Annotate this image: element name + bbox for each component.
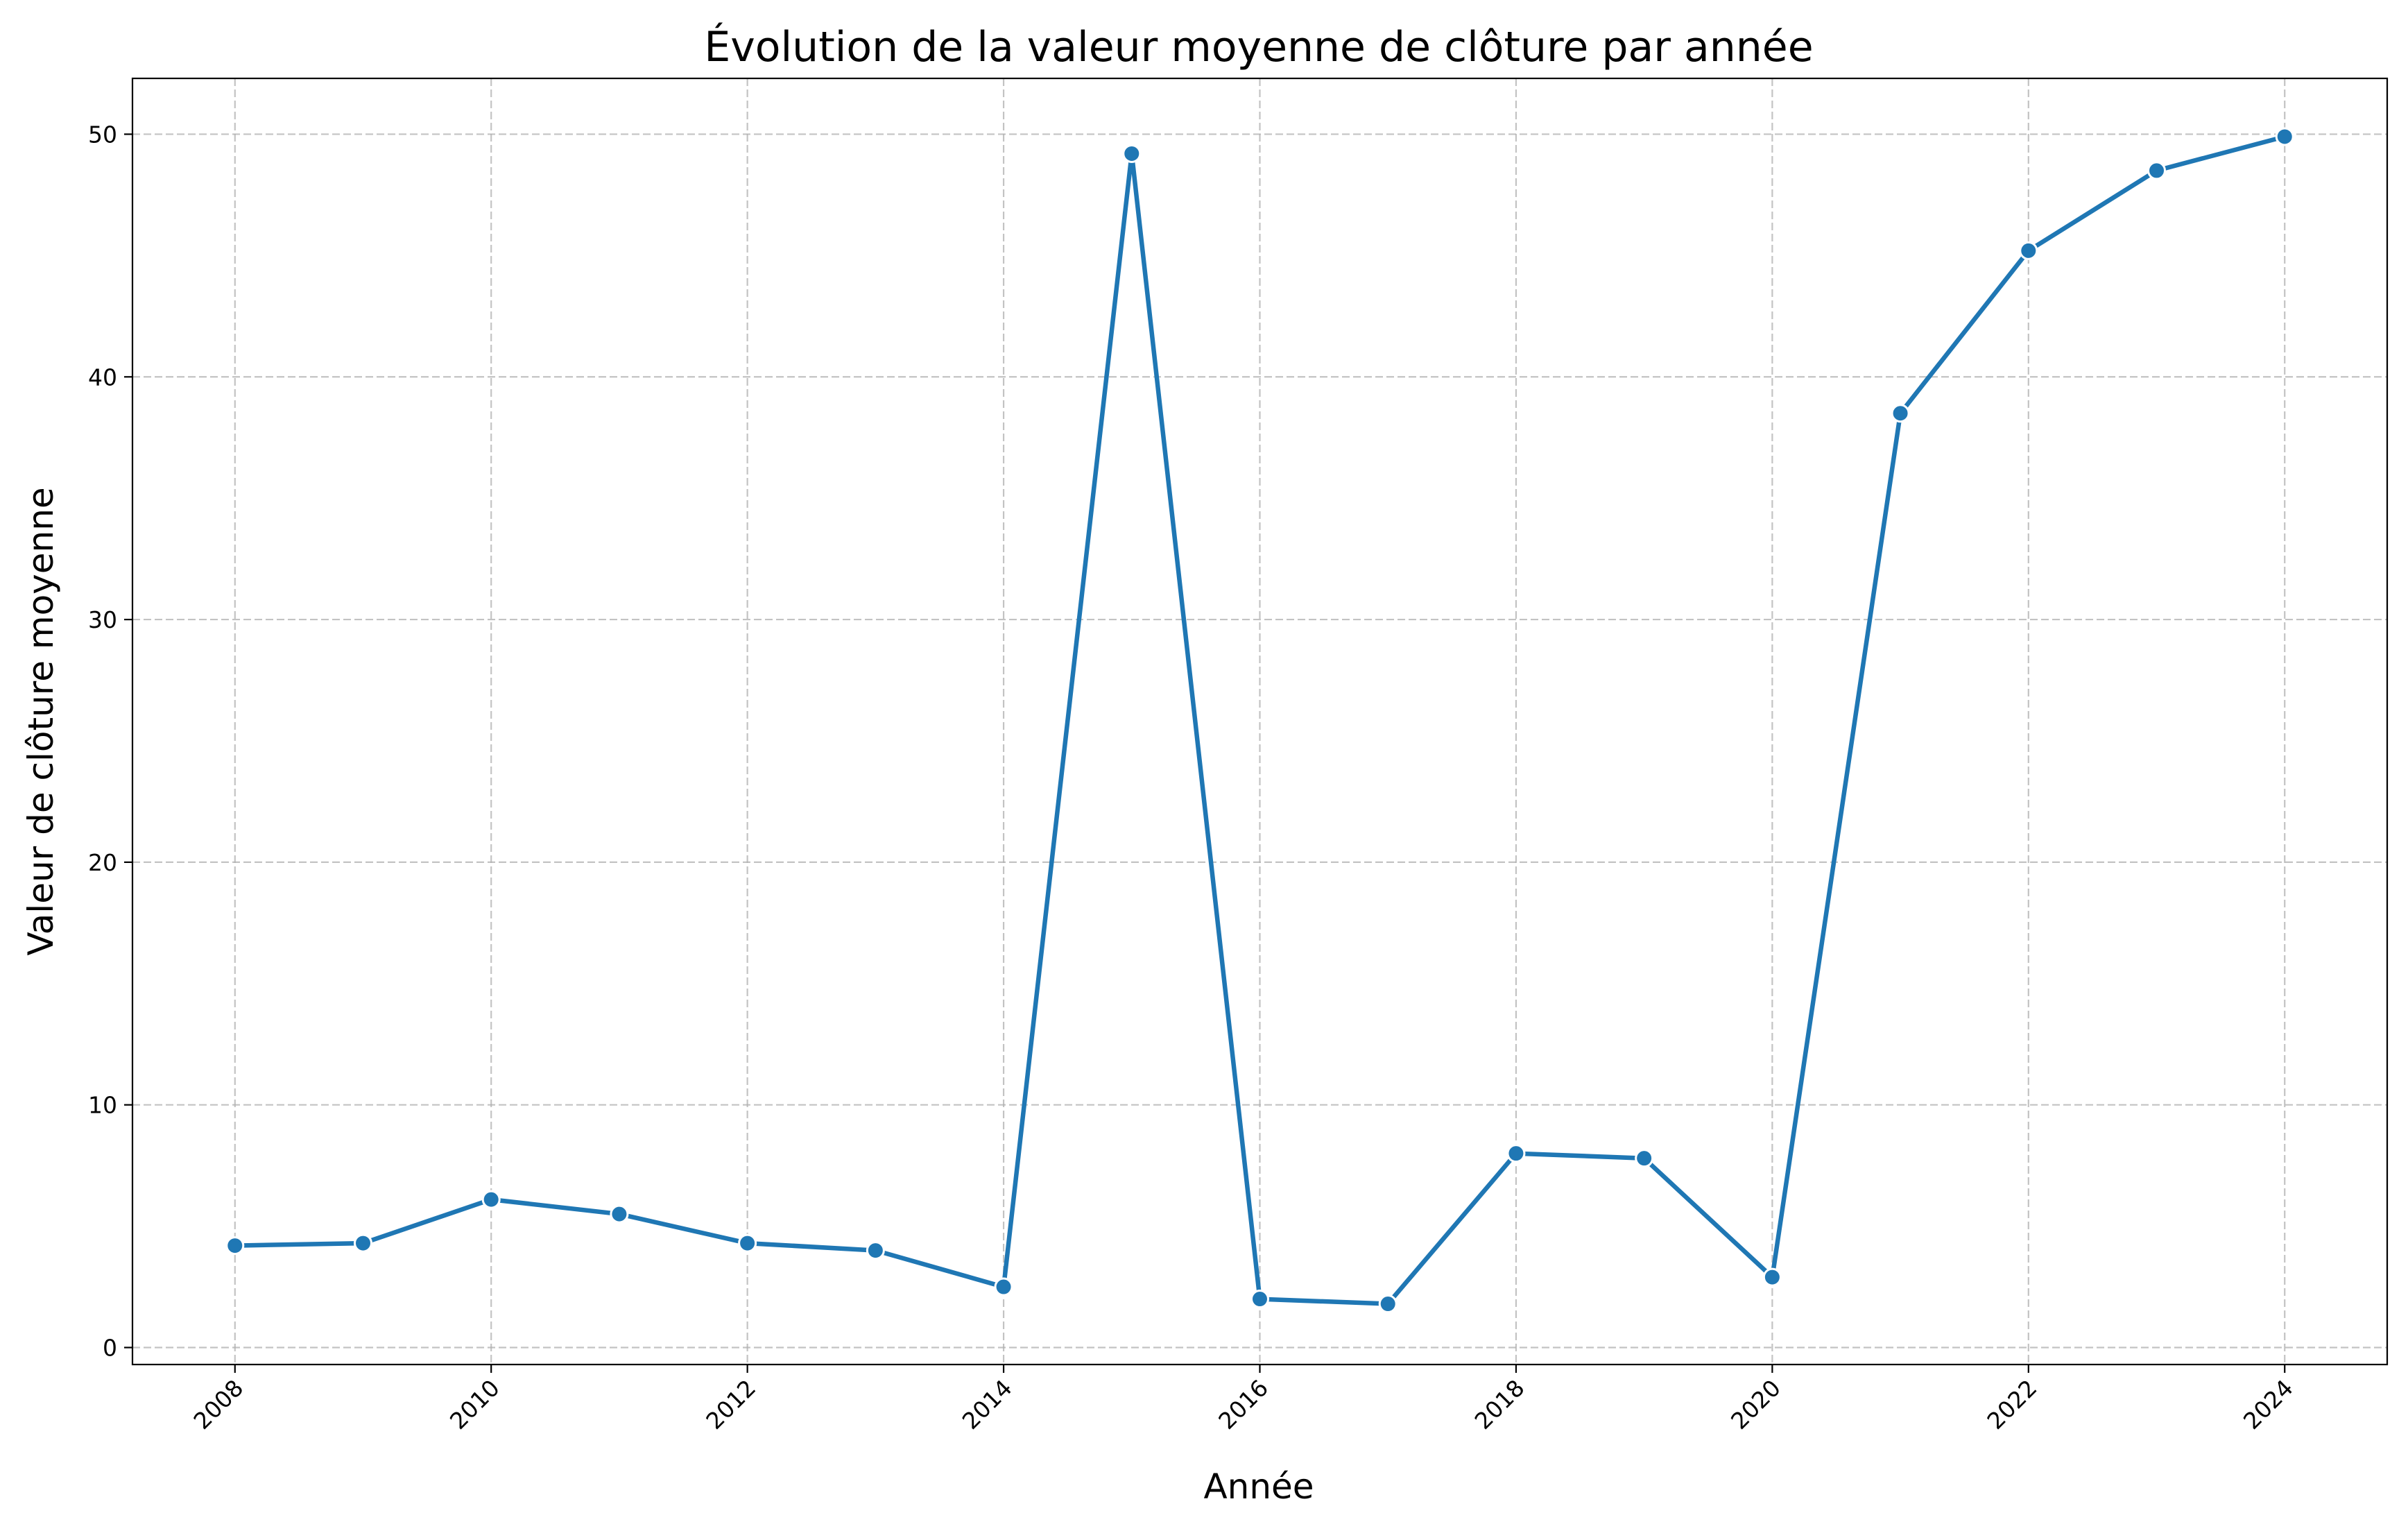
- y-tick-label: 10: [88, 1092, 117, 1119]
- data-point: [610, 1204, 629, 1224]
- data-point: [994, 1277, 1013, 1297]
- data-point: [866, 1241, 885, 1260]
- data-point: [2147, 161, 2167, 180]
- data-point: [481, 1190, 501, 1209]
- y-tick-label: 50: [88, 121, 117, 148]
- data-point: [353, 1233, 372, 1253]
- data-point: [2019, 241, 2038, 260]
- y-tick-label: 0: [103, 1335, 117, 1362]
- data-point: [225, 1236, 245, 1256]
- series-layer: [225, 127, 2294, 1314]
- x-axis-title: Année: [1203, 1466, 1314, 1507]
- y-tick-label: 30: [88, 606, 117, 633]
- grid: [132, 78, 2387, 1365]
- y-axis-title: Valeur de clôture moyenne: [21, 487, 61, 955]
- y-tick-label: 40: [88, 363, 117, 391]
- data-point: [1250, 1290, 1269, 1309]
- data-point: [1891, 404, 1910, 423]
- chart-title: Évolution de la valeur moyenne de clôtur…: [704, 22, 1813, 71]
- data-point: [1122, 144, 1142, 163]
- data-point: [1635, 1149, 1654, 1168]
- y-tick-label: 20: [88, 849, 117, 876]
- data-point: [738, 1233, 757, 1253]
- data-point: [1506, 1144, 1526, 1163]
- data-point: [1378, 1294, 1398, 1314]
- y-axis-ticks: 0 10 20 30 40 50: [88, 121, 132, 1362]
- data-point: [1762, 1267, 1782, 1287]
- data-point: [2275, 127, 2294, 146]
